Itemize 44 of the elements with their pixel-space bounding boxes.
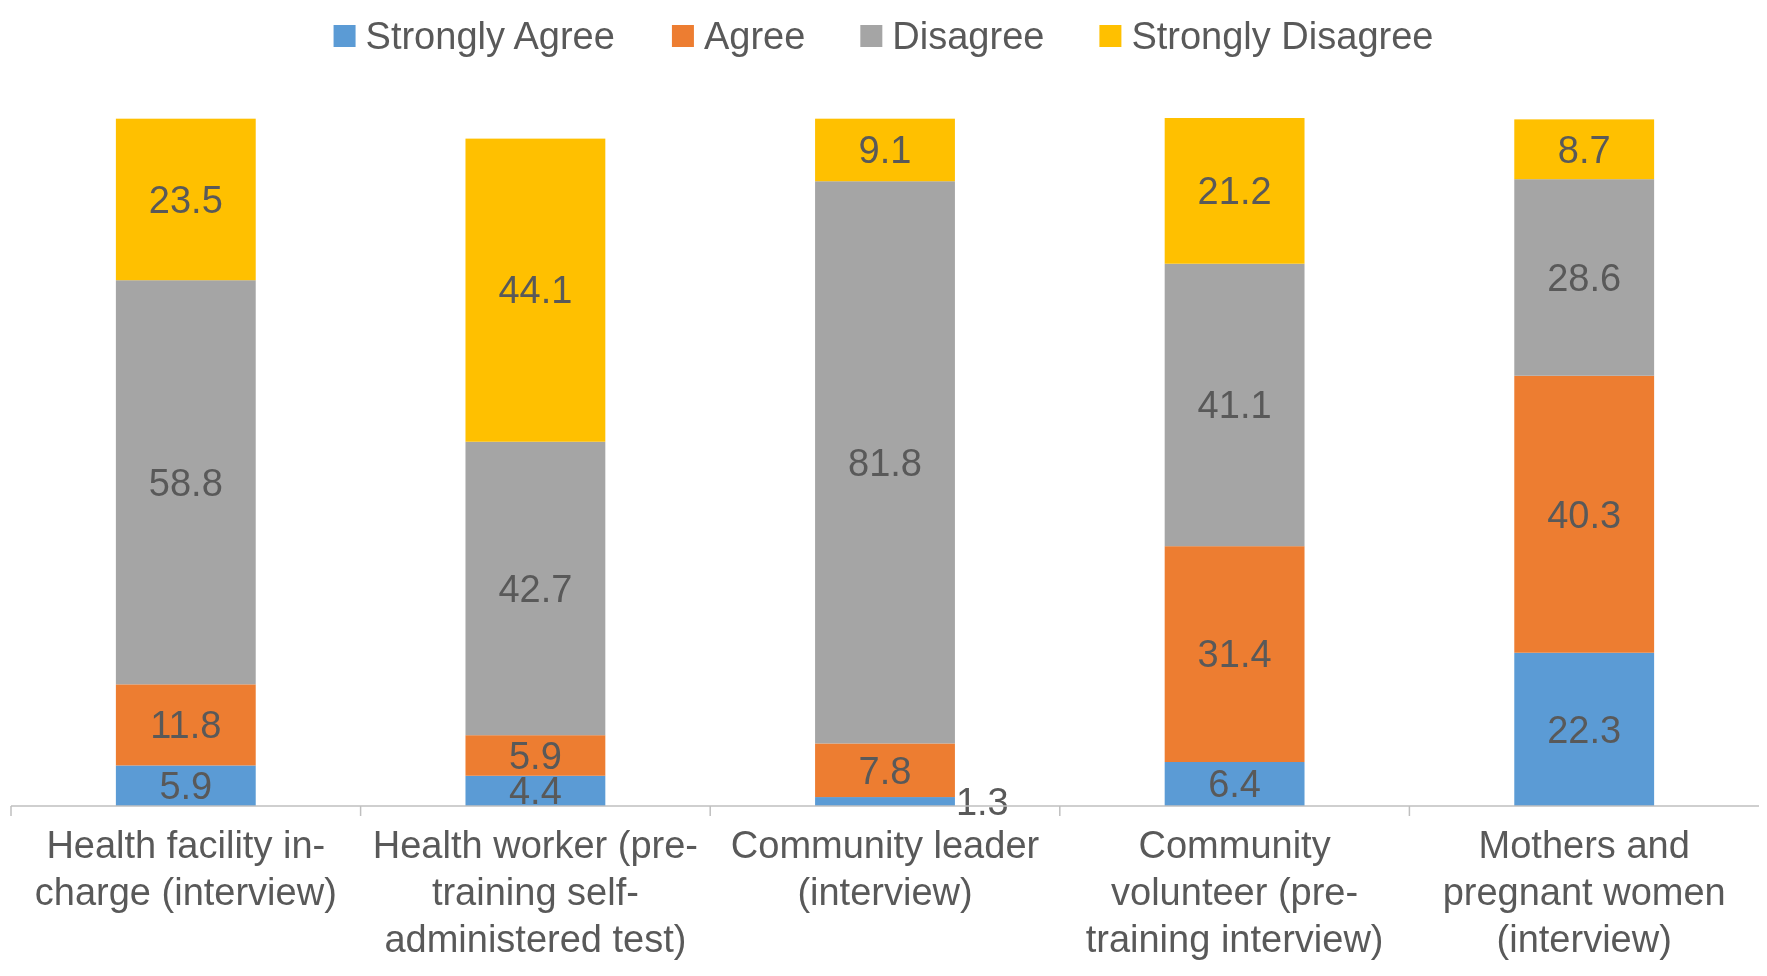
data-label: 5.9 xyxy=(159,765,213,808)
legend-label: Strongly Disagree xyxy=(1131,15,1434,58)
data-label: 22.3 xyxy=(1547,708,1622,751)
bar xyxy=(1514,652,1655,806)
data-label: 1.3 xyxy=(955,780,1009,823)
data-label: 23.5 xyxy=(148,178,223,221)
bar xyxy=(815,181,955,744)
bar xyxy=(1164,546,1305,763)
data-label: 31.4 xyxy=(1197,633,1272,676)
data-label: 41.1 xyxy=(1197,384,1272,427)
bar xyxy=(1514,179,1655,376)
bar xyxy=(1164,263,1305,547)
bar xyxy=(1164,118,1305,264)
data-label: 9.1 xyxy=(858,129,912,172)
bar xyxy=(115,118,256,281)
x-tick-label: Health facility in-charge (interview) xyxy=(34,824,337,913)
legend-label: Disagree xyxy=(892,15,1045,58)
bar xyxy=(115,280,256,685)
data-label: 42.7 xyxy=(498,567,573,610)
data-label: 58.8 xyxy=(148,461,223,504)
bar xyxy=(815,743,955,798)
bar xyxy=(815,118,955,182)
bar xyxy=(465,138,606,442)
data-label: 11.8 xyxy=(150,704,222,747)
data-label: 21.2 xyxy=(1197,170,1272,213)
bar xyxy=(1514,375,1655,653)
data-label: 44.1 xyxy=(498,269,573,312)
x-tick-label: Mothers and pregnant women (interview) xyxy=(1442,824,1726,960)
x-tick-label: Community leader (interview) xyxy=(730,824,1040,913)
x-tick-label: Health worker (pre-training self-administered test) xyxy=(372,824,699,960)
data-label: 40.3 xyxy=(1547,493,1622,536)
legend-label: Strongly Agree xyxy=(365,15,615,58)
data-label: 7.8 xyxy=(858,749,912,792)
legend-label: Agree xyxy=(703,15,806,58)
bar xyxy=(465,441,606,736)
bar xyxy=(815,797,955,806)
bar xyxy=(1514,119,1655,180)
bar xyxy=(465,735,606,776)
data-label: 81.8 xyxy=(848,441,922,484)
data-label: 6.4 xyxy=(1208,763,1262,806)
bar xyxy=(115,684,256,766)
data-label: 8.7 xyxy=(1557,128,1611,171)
x-tick-label: Community volunteer (pre-training interview) xyxy=(1085,824,1384,960)
data-label: 28.6 xyxy=(1547,256,1622,299)
